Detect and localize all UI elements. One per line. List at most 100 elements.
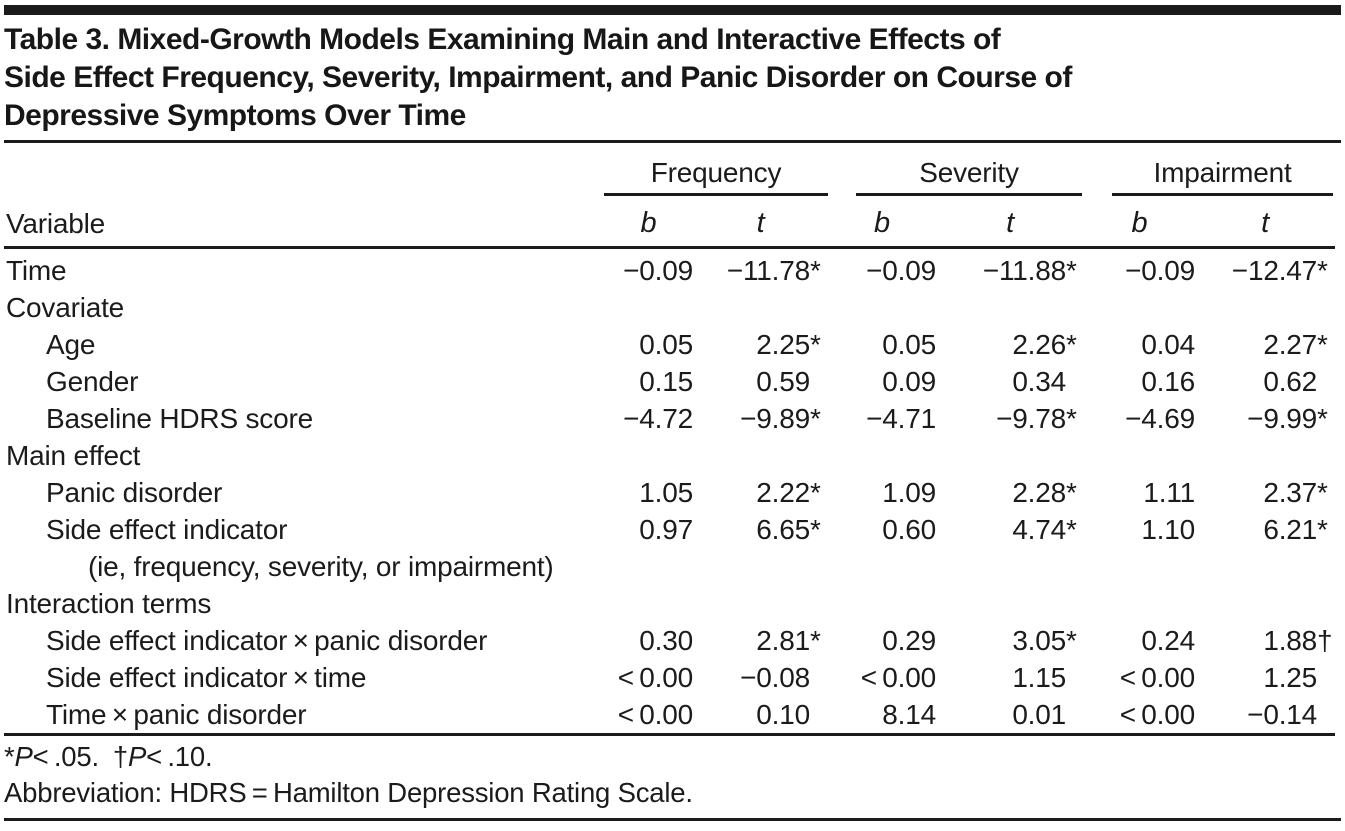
cell-value: 0.05 [882, 328, 936, 360]
b-cell: 0.60 [828, 511, 954, 548]
section-row: Main effect [4, 437, 1335, 474]
cell-value: 2.28 [1012, 476, 1067, 508]
dagger-marker: † [112, 741, 129, 772]
row-label: Side effect indicator [46, 513, 288, 545]
cell-value: −11.78 [726, 254, 810, 286]
significance-marker: * [1066, 624, 1077, 656]
cell-value: 0.15 [639, 365, 693, 397]
b-cell: 8.14 [828, 696, 954, 736]
cell-value: −4.71 [866, 402, 936, 434]
table-row: Baseline HDRS score −4.72 −9.89* −4.71 −… [4, 400, 1335, 437]
cell-value: 1.11 [1143, 476, 1196, 508]
t-cell: 2.81* [711, 622, 828, 659]
bottom-rule [4, 818, 1341, 821]
t-cell: −9.99* [1213, 400, 1335, 437]
significance-marker: * [1317, 513, 1328, 545]
t-cell: 3.05* [954, 622, 1084, 659]
cell-value: 1.10 [1141, 513, 1196, 545]
significance-threshold: < .10. [146, 741, 213, 772]
cell-value: 0.60 [882, 513, 936, 545]
p-symbol: P [128, 741, 147, 772]
cell-value: < 0.00 [860, 661, 936, 693]
row-label: Side effect indicator × panic disorder [46, 624, 488, 656]
b-cell: −0.09 [1084, 248, 1213, 290]
b-cell: 0.16 [1084, 363, 1213, 400]
t-cell: 2.28* [954, 474, 1084, 511]
cell-value: 0.09 [882, 365, 936, 397]
significance-marker: * [810, 402, 821, 434]
cell-value: 8.14 [882, 698, 936, 730]
cell-value: 0.34 [1012, 365, 1067, 397]
cell-value: 0.29 [882, 624, 936, 656]
table-row: Age 0.05 2.25* 0.05 2.26* 0.04 2.27* [4, 326, 1335, 363]
table-title: Table 3. Mixed-Growth Models Examining M… [4, 21, 1072, 135]
t-cell: 2.37* [1213, 474, 1335, 511]
b-cell: < 0.00 [828, 659, 954, 696]
cell-value: −9.89 [740, 402, 810, 434]
cell-value: 0.62 [1263, 365, 1318, 397]
cell-value: 2.26 [1012, 328, 1067, 360]
cell-value: −12.47 [1231, 254, 1318, 286]
t-cell: −11.88* [954, 248, 1084, 290]
t-cell: −11.78* [711, 248, 828, 290]
b-cell: 1.09 [828, 474, 954, 511]
t-cell: 4.74* [954, 511, 1084, 548]
t-cell: 0.62 [1213, 363, 1335, 400]
significance-marker: * [1066, 513, 1077, 545]
t-cell: 0.59 [711, 363, 828, 400]
row-label: Age [46, 328, 96, 360]
col-header-frequency-t: t [711, 196, 828, 249]
t-cell: 0.01 [954, 696, 1085, 736]
mixed-growth-models-table: Frequency Severity Impairment Variable b… [4, 148, 1336, 736]
b-cell: −0.09 [828, 248, 954, 290]
b-cell: 1.11 [1084, 474, 1213, 511]
significance-marker: † [1317, 624, 1333, 656]
p-symbol: P [14, 741, 33, 772]
row-label: Panic disorder [46, 476, 223, 508]
cell-value: 0.01 [1012, 698, 1067, 730]
cell-value: 0.10 [756, 698, 810, 730]
t-cell: 2.27* [1213, 326, 1335, 363]
cell-value: 0.24 [1141, 624, 1196, 656]
cell-value: 1.25 [1263, 661, 1318, 693]
table-row: Time −0.09 −11.78* −0.09 −11.88* −0.09 −… [4, 248, 1335, 290]
significance-threshold: < .05. [32, 741, 99, 772]
significance-marker: * [810, 254, 821, 286]
b-cell: 0.15 [604, 363, 711, 400]
t-cell: −0.14 [1213, 696, 1336, 736]
section-label: Interaction terms [6, 587, 212, 619]
table-title-line: Table 3. Mixed-Growth Models Examining M… [4, 23, 1001, 56]
table-title-line: Depressive Symptoms Over Time [4, 99, 466, 132]
t-cell: 1.88† [1213, 622, 1335, 659]
t-cell: 0.10 [711, 696, 828, 736]
column-group-frequency: Frequency [604, 148, 828, 196]
col-header-frequency-b: b [604, 196, 711, 249]
section-label: Covariate [6, 291, 125, 323]
cell-value: −9.78 [996, 402, 1067, 434]
b-cell: 0.24 [1084, 622, 1213, 659]
cell-value: 4.74 [1012, 513, 1067, 545]
cell-value: −0.14 [1247, 698, 1318, 730]
cell-value: −0.08 [740, 661, 810, 693]
column-group-header-row: Frequency Severity Impairment [4, 148, 1335, 196]
cell-value: −4.69 [1125, 402, 1196, 434]
cell-value: −0.09 [866, 254, 936, 286]
cell-value: 2.25 [756, 328, 810, 360]
cell-value: 1.05 [639, 476, 693, 508]
cell-value: 3.05 [1012, 624, 1067, 656]
col-header-impairment-t: t [1213, 196, 1336, 249]
cell-value: 6.21 [1263, 513, 1318, 545]
b-cell: 0.04 [1084, 326, 1213, 363]
table-title-line: Side Effect Frequency, Severity, Impairm… [4, 61, 1072, 94]
cell-value: −0.09 [1125, 254, 1196, 286]
row-label: Side effect indicator × time [46, 661, 367, 693]
b-cell: 0.09 [828, 363, 954, 400]
significance-marker: * [1066, 476, 1077, 508]
b-cell: < 0.00 [1084, 696, 1214, 736]
cell-value: 0.16 [1141, 365, 1196, 397]
column-group-severity: Severity [828, 148, 1084, 196]
t-cell: −9.89* [711, 400, 828, 437]
table-row: Side effect indicator 0.97 6.65* 0.60 4.… [4, 511, 1335, 548]
t-cell: 0.34 [954, 363, 1084, 400]
table-footnotes: *P< .05. †P< .10. Abbreviation: HDRS = Ha… [4, 739, 693, 811]
